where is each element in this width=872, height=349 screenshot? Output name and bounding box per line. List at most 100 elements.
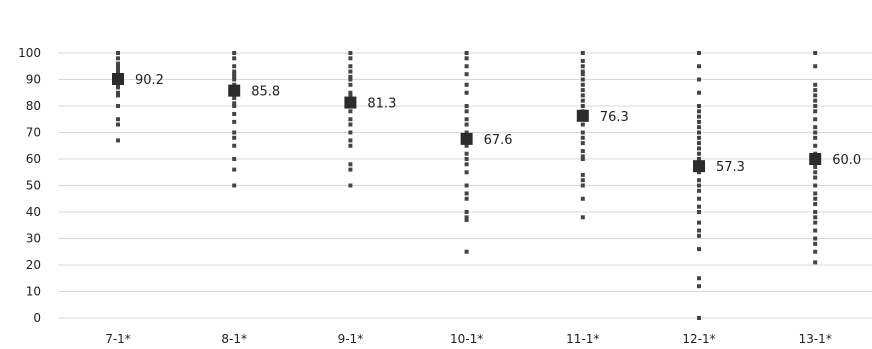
- data-point: [464, 170, 469, 175]
- data-point: [580, 149, 585, 154]
- data-point: [813, 125, 818, 130]
- data-point: [697, 77, 701, 82]
- data-point: [813, 93, 818, 98]
- data-point: [580, 77, 585, 82]
- data-point: [464, 217, 469, 222]
- data-point: [580, 122, 585, 127]
- data-point: [697, 204, 701, 209]
- data-point: [232, 51, 237, 55]
- data-point: [348, 90, 353, 95]
- data-point: [580, 98, 585, 103]
- data-point: [464, 151, 469, 156]
- data-point: [813, 228, 818, 233]
- data-point: [232, 77, 237, 82]
- y-tick-label: 80: [26, 99, 41, 113]
- mean-value-label: 67.6: [484, 133, 513, 148]
- data-point: [813, 104, 818, 108]
- data-point: [464, 64, 469, 69]
- data-point: [813, 98, 818, 103]
- data-point: [464, 183, 469, 188]
- data-point: [232, 157, 237, 161]
- data-point: [697, 210, 701, 214]
- data-point: [232, 69, 237, 74]
- data-point: [232, 104, 237, 108]
- mean-markers: [112, 72, 822, 173]
- x-tick-label: 8-1*: [221, 332, 247, 346]
- data-point: [813, 175, 818, 180]
- data-point: [697, 130, 701, 135]
- data-point: [580, 82, 585, 87]
- data-point: [697, 284, 701, 289]
- data-point: [348, 183, 353, 188]
- mean-value-label: 90.2: [135, 73, 164, 88]
- data-point: [348, 82, 353, 87]
- data-point: [697, 233, 701, 238]
- data-point: [116, 104, 120, 108]
- data-point: [116, 64, 120, 69]
- data-point: [813, 117, 818, 122]
- data-point: [580, 64, 585, 69]
- data-point: [813, 183, 818, 188]
- data-point: [232, 56, 237, 61]
- x-tick-label: 7-1*: [105, 332, 131, 346]
- mean-value-label: 85.8: [251, 85, 280, 100]
- data-point: [348, 162, 353, 167]
- data-point: [232, 130, 237, 135]
- data-point: [697, 141, 701, 146]
- data-point: [348, 93, 353, 98]
- data-point: [464, 143, 469, 148]
- data-point: [348, 64, 353, 69]
- data-point: [464, 122, 469, 127]
- data-point: [580, 154, 585, 159]
- data-point: [348, 109, 353, 114]
- data-point: [116, 56, 120, 61]
- data-point: [813, 88, 818, 93]
- data-point: [813, 249, 818, 254]
- data-point: [697, 157, 701, 161]
- mean-value-label: 81.3: [367, 97, 396, 112]
- data-point: [580, 196, 585, 201]
- data-point: [813, 143, 818, 148]
- data-point: [348, 69, 353, 74]
- data-point: [697, 316, 701, 320]
- x-tick-label: 9-1*: [338, 332, 364, 346]
- data-point: [697, 183, 701, 188]
- data-point: [348, 138, 353, 143]
- data-point: [580, 215, 585, 220]
- y-tick-label: 20: [26, 258, 41, 272]
- data-point: [464, 109, 469, 114]
- data-point: [232, 119, 237, 124]
- mean-marker: [344, 96, 357, 109]
- data-point: [464, 191, 469, 196]
- data-point: [580, 88, 585, 93]
- data-point: [813, 82, 818, 87]
- data-point: [580, 135, 585, 140]
- data-point: [813, 164, 818, 169]
- y-tick-label: 0: [33, 311, 41, 325]
- data-point: [232, 167, 237, 172]
- mean-marker: [228, 84, 241, 97]
- data-point: [813, 191, 818, 196]
- data-point: [232, 135, 237, 140]
- data-point: [116, 51, 120, 55]
- data-point: [697, 125, 701, 130]
- data-point: [813, 51, 818, 55]
- y-tick-label: 70: [26, 126, 41, 140]
- data-point: [348, 56, 353, 61]
- mean-marker: [460, 132, 473, 145]
- data-point: [580, 183, 585, 188]
- mean-value-label: 57.3: [716, 160, 745, 175]
- data-point: [348, 130, 353, 135]
- mean-marker: [576, 109, 589, 122]
- data-point: [697, 64, 701, 69]
- y-tick-label: 60: [26, 152, 41, 166]
- data-point: [697, 188, 701, 193]
- data-point: [464, 56, 469, 61]
- data-point: [813, 135, 818, 140]
- data-point: [697, 51, 701, 55]
- data-point: [464, 104, 469, 108]
- data-point: [116, 138, 120, 143]
- data-point: [813, 260, 818, 265]
- data-point: [232, 183, 237, 188]
